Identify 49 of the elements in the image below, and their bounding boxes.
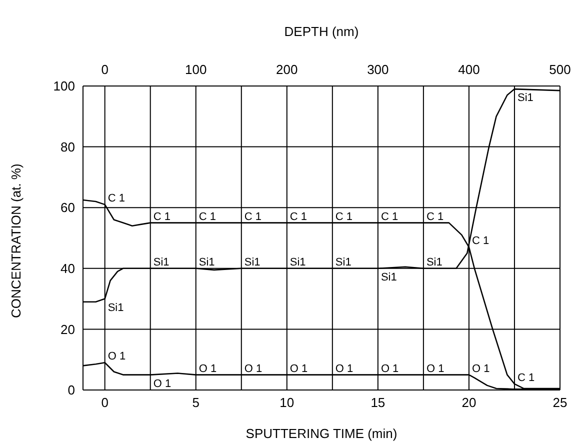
text: C 1 bbox=[472, 235, 490, 248]
text: Si1 bbox=[426, 256, 442, 268]
text: Si1 bbox=[517, 92, 534, 104]
x2-tick-label: 100 bbox=[185, 62, 207, 77]
x2-tick-label: 200 bbox=[276, 62, 298, 77]
x2-tick-label: 500 bbox=[549, 62, 571, 77]
y-tick-label: 40 bbox=[60, 261, 75, 276]
text: Si1 bbox=[380, 271, 397, 284]
x-tick-label: 25 bbox=[552, 395, 568, 410]
text: C 1 bbox=[108, 192, 125, 205]
x2-tick-label: 400 bbox=[458, 62, 480, 77]
y-tick-label: 60 bbox=[60, 200, 75, 216]
x-axis-title: SPUTTERING TIME (min) bbox=[246, 426, 398, 441]
x2-tick-label: 0 bbox=[101, 62, 108, 77]
x2-axis-title: DEPTH (nm) bbox=[284, 24, 359, 39]
text: O 1 bbox=[153, 378, 172, 390]
text: Si1 bbox=[198, 256, 215, 268]
y-tick-label: 80 bbox=[60, 139, 75, 154]
text: Si1 bbox=[290, 256, 306, 268]
text: C 1 bbox=[198, 210, 216, 223]
text: Si1 bbox=[335, 256, 352, 268]
text: O 1 bbox=[244, 362, 262, 375]
x-tick-label: 10 bbox=[280, 395, 294, 410]
text: O 1 bbox=[335, 362, 354, 375]
x-tick-label: 5 bbox=[192, 395, 200, 410]
text: O 1 bbox=[108, 350, 126, 363]
text: C 1 bbox=[517, 372, 535, 384]
x-tick-label: 0 bbox=[101, 395, 108, 410]
text: Si1 bbox=[108, 302, 124, 314]
text: O 1 bbox=[472, 362, 490, 375]
x-tick-label: 20 bbox=[462, 395, 476, 410]
y-tick-label: 20 bbox=[60, 322, 75, 337]
text: C 1 bbox=[244, 210, 262, 223]
series-label: O 1 bbox=[198, 362, 217, 375]
y-tick-label: 0 bbox=[68, 382, 75, 398]
series-label: Si1 bbox=[153, 256, 170, 268]
series-label: C 1 bbox=[153, 210, 170, 223]
text: C 1 bbox=[290, 210, 308, 223]
text: C 1 bbox=[380, 210, 398, 223]
text: O 1 bbox=[426, 362, 444, 375]
text: O 1 bbox=[290, 362, 308, 375]
x2-tick-label: 300 bbox=[367, 62, 389, 77]
x-tick-label: 15 bbox=[370, 395, 386, 410]
y-axis-title: CONCENTRATION (at. %) bbox=[8, 164, 24, 318]
y-tick-label: 100 bbox=[53, 78, 75, 94]
text: C 1 bbox=[426, 210, 444, 223]
text: O 1 bbox=[380, 362, 399, 375]
text: C 1 bbox=[335, 210, 353, 223]
text: Si1 bbox=[244, 256, 260, 268]
